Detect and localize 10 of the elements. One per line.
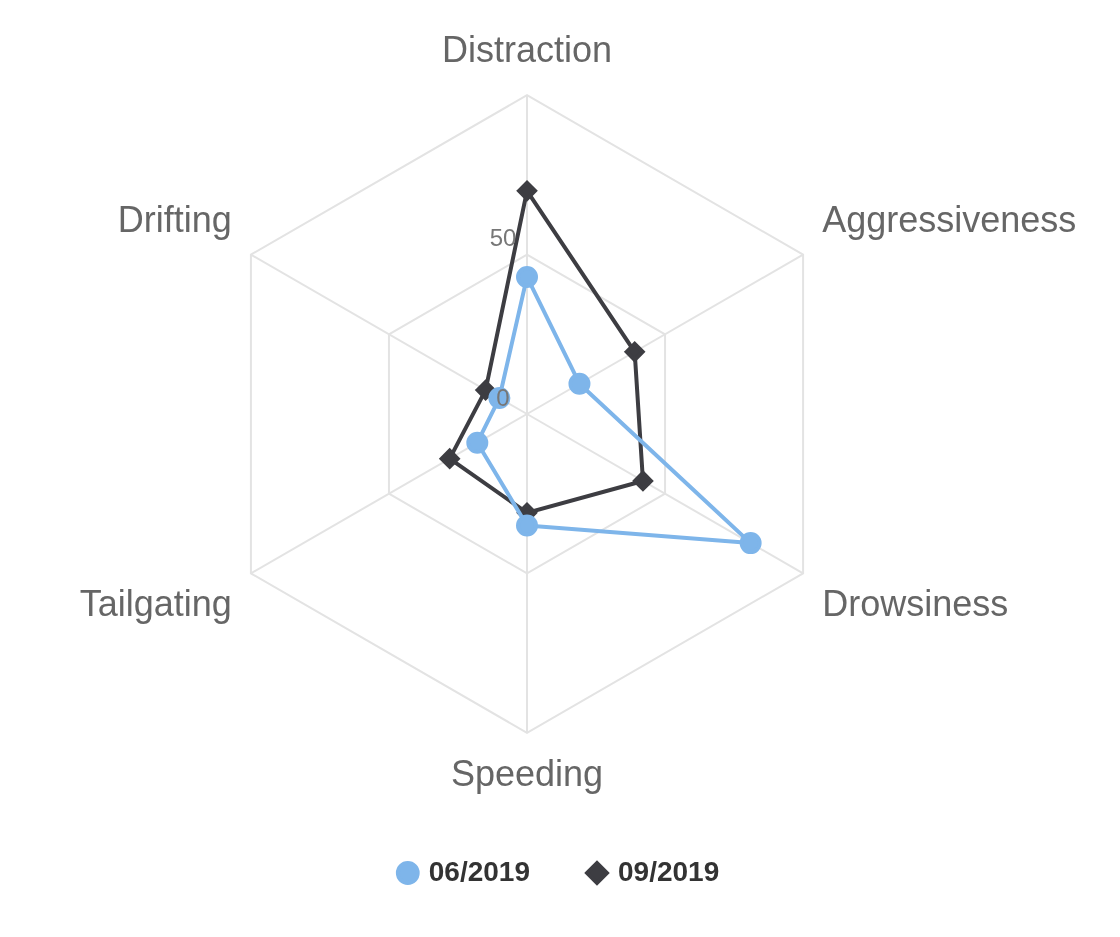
spoke-label: Distraction bbox=[441, 28, 613, 70]
legend-label: 06/2019 bbox=[428, 855, 531, 887]
spoke-label: Speeding bbox=[450, 753, 604, 795]
spoke-label: Drifting bbox=[117, 198, 232, 240]
y-tick-label: 0 bbox=[496, 383, 510, 411]
spoke-label: Drowsiness bbox=[822, 582, 1009, 624]
legend-label: 09/2019 bbox=[618, 855, 720, 887]
spoke-label: Aggressiveness bbox=[822, 198, 1077, 240]
spoke-label: Tailgating bbox=[79, 582, 232, 624]
y-tick-label: 50 bbox=[489, 224, 517, 252]
